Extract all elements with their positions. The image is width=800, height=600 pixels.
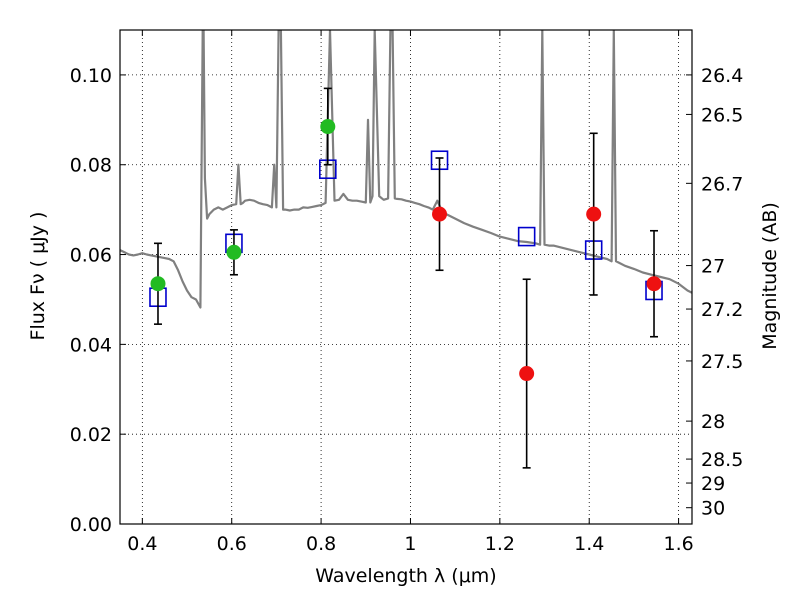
x-tick-label: 0.6: [217, 533, 247, 555]
right-tick-label: 27.2: [701, 299, 743, 321]
right-tick-label: 26.5: [701, 104, 743, 126]
right-tick-label: 27.5: [701, 351, 743, 373]
observed-point-red: [586, 206, 602, 222]
right-tick-label: 30: [701, 498, 725, 520]
right-axis-label: Magnitude (AB): [759, 202, 781, 350]
observed-point-red: [432, 206, 448, 222]
x-tick-label: 0.4: [127, 533, 157, 555]
grid-layer: [120, 30, 692, 524]
right-tick-label: 28.5: [701, 449, 743, 471]
observed-point-red: [646, 276, 662, 292]
ticks-layer: 0.4 0.6 0.8 1 1.2 1.4 1.6 0.00 0.02 0.04 0.06 0.08 0…: [70, 30, 743, 555]
observed-point-red: [519, 366, 535, 382]
y-tick-label: 0.02: [70, 424, 112, 446]
model-photometry-square: [517, 226, 536, 247]
x-tick-label: 1.4: [574, 533, 604, 555]
y-axis-label: Flux Fν ( μJy ): [27, 212, 49, 341]
model-spectrum-line: [120, 30, 692, 309]
right-tick-label: 27: [701, 256, 725, 278]
observed-point-green: [320, 119, 336, 135]
x-tick-label: 1: [404, 533, 416, 555]
y-tick-label: 0.10: [70, 65, 112, 87]
x-tick-label: 0.8: [306, 533, 336, 555]
x-axis-label: Wavelength λ (μm): [315, 565, 496, 587]
observed-point-green: [226, 244, 242, 260]
plot-frame: [119, 29, 693, 525]
y-tick-label: 0.04: [70, 334, 112, 356]
right-tick-label: 28: [701, 411, 725, 433]
observed-photometry-layer: [150, 87, 662, 469]
observed-point-green: [150, 276, 166, 292]
model-spectrum-layer: [120, 30, 692, 309]
y-tick-label: 0.06: [70, 245, 112, 267]
right-tick-label: 26.4: [701, 65, 743, 87]
y-tick-label: 0.00: [70, 514, 112, 536]
model-photometry-layer: [149, 150, 663, 308]
right-tick-label: 26.7: [701, 173, 743, 195]
x-tick-label: 1.6: [663, 533, 693, 555]
y-tick-label: 0.08: [70, 155, 112, 177]
x-tick-label: 1.2: [485, 533, 515, 555]
right-tick-label: 29: [701, 473, 725, 495]
